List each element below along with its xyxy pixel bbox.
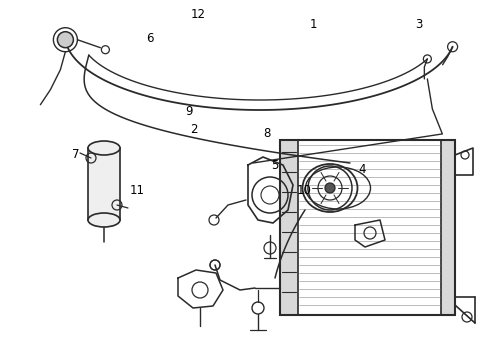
Text: 3: 3	[415, 18, 423, 31]
Text: 2: 2	[190, 123, 197, 136]
Ellipse shape	[88, 141, 120, 155]
Text: 9: 9	[185, 105, 193, 118]
Text: 12: 12	[191, 8, 206, 21]
Circle shape	[57, 32, 74, 48]
Text: 4: 4	[359, 163, 367, 176]
Text: 6: 6	[146, 32, 153, 45]
Text: 10: 10	[296, 184, 311, 197]
Text: 5: 5	[270, 159, 278, 172]
Text: 11: 11	[130, 184, 145, 197]
Circle shape	[325, 183, 335, 193]
Bar	[280, 140, 455, 315]
Bar	[441, 140, 455, 315]
Text: 1: 1	[310, 18, 318, 31]
Ellipse shape	[88, 213, 120, 227]
Bar	[280, 140, 298, 315]
Text: 7: 7	[72, 148, 80, 161]
Text: 8: 8	[263, 127, 271, 140]
Bar	[88, 148, 120, 220]
